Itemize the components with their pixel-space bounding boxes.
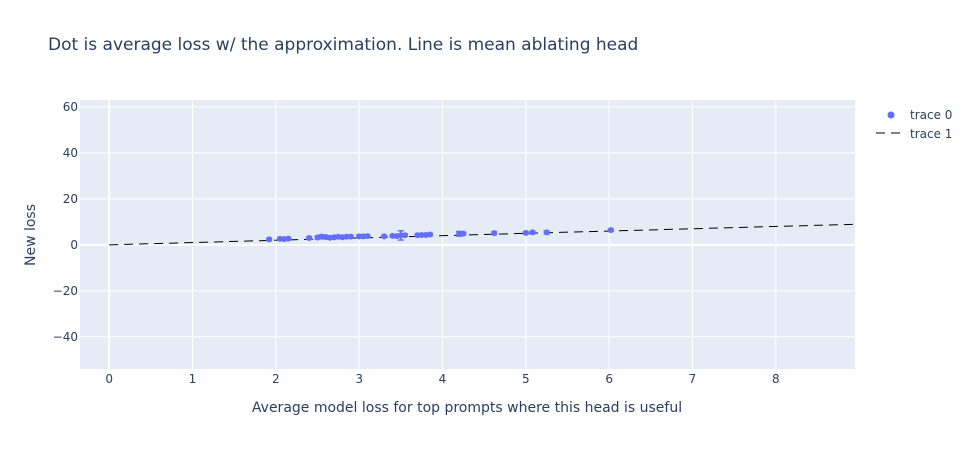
x-tick-label: 1	[189, 372, 197, 386]
scatter-point	[529, 229, 536, 236]
identity-line	[109, 223, 856, 246]
data-point	[522, 229, 529, 236]
x-tick-label: 7	[689, 372, 697, 386]
data-point	[306, 234, 313, 241]
scatter-point	[266, 236, 273, 243]
scatter-point	[306, 234, 313, 241]
scatter-point	[607, 227, 614, 234]
data-point	[266, 236, 273, 243]
data-point	[364, 233, 371, 240]
y-tick-label: 40	[63, 146, 78, 160]
scatter-point	[285, 235, 292, 242]
data-point	[460, 230, 467, 237]
scatter-point	[381, 233, 388, 240]
scatter-point	[543, 229, 550, 236]
y-tick-label: 60	[63, 100, 78, 114]
legend-item-trace-1[interactable]: trace 1	[876, 127, 952, 141]
legend-label-trace-0: trace 0	[910, 108, 952, 122]
x-tick-label: 8	[772, 372, 780, 386]
legend-label-trace-1: trace 1	[910, 127, 952, 141]
scatter-point	[460, 230, 467, 237]
line-series	[109, 223, 856, 246]
x-tick-label: 0	[105, 372, 113, 386]
y-tick-label: 0	[70, 238, 78, 252]
scatter-point	[402, 232, 408, 239]
legend-marker-icon	[887, 111, 895, 119]
scatter-point	[427, 231, 433, 238]
data-point	[529, 229, 536, 236]
data-point	[381, 233, 388, 240]
data-point	[347, 233, 354, 240]
y-axis-title: New loss	[23, 204, 39, 266]
scatter-point	[364, 233, 371, 240]
data-point	[427, 231, 433, 238]
scatter-point	[347, 233, 354, 240]
marker-series	[266, 227, 614, 243]
x-tick-label: 4	[439, 372, 447, 386]
scatter-point	[491, 230, 498, 237]
data-point	[543, 229, 550, 236]
legend[interactable]: trace 0 trace 1	[876, 108, 952, 141]
x-axis-ticks: 0 1 2 3 4 5 6 7 8	[105, 372, 779, 386]
legend-item-trace-0[interactable]: trace 0	[887, 108, 953, 122]
data-point	[607, 227, 614, 234]
y-tick-label: −40	[53, 330, 78, 344]
data-point	[285, 235, 292, 242]
data-point	[402, 232, 408, 239]
x-tick-label: 2	[272, 372, 280, 386]
x-tick-label: 5	[522, 372, 530, 386]
scatter-point	[522, 229, 529, 236]
grid-lines	[80, 100, 855, 369]
y-tick-label: 20	[63, 192, 78, 206]
x-axis-title: Average model loss for top prompts where…	[252, 400, 682, 416]
plot-area	[80, 100, 855, 369]
y-tick-label: −20	[53, 284, 78, 298]
data-point	[491, 230, 498, 237]
chart-title: Dot is average loss w/ the approximation…	[48, 35, 638, 55]
x-tick-label: 6	[605, 372, 613, 386]
y-axis-ticks: −40 −20 0 20 40 60	[53, 100, 78, 344]
x-tick-label: 3	[355, 372, 363, 386]
